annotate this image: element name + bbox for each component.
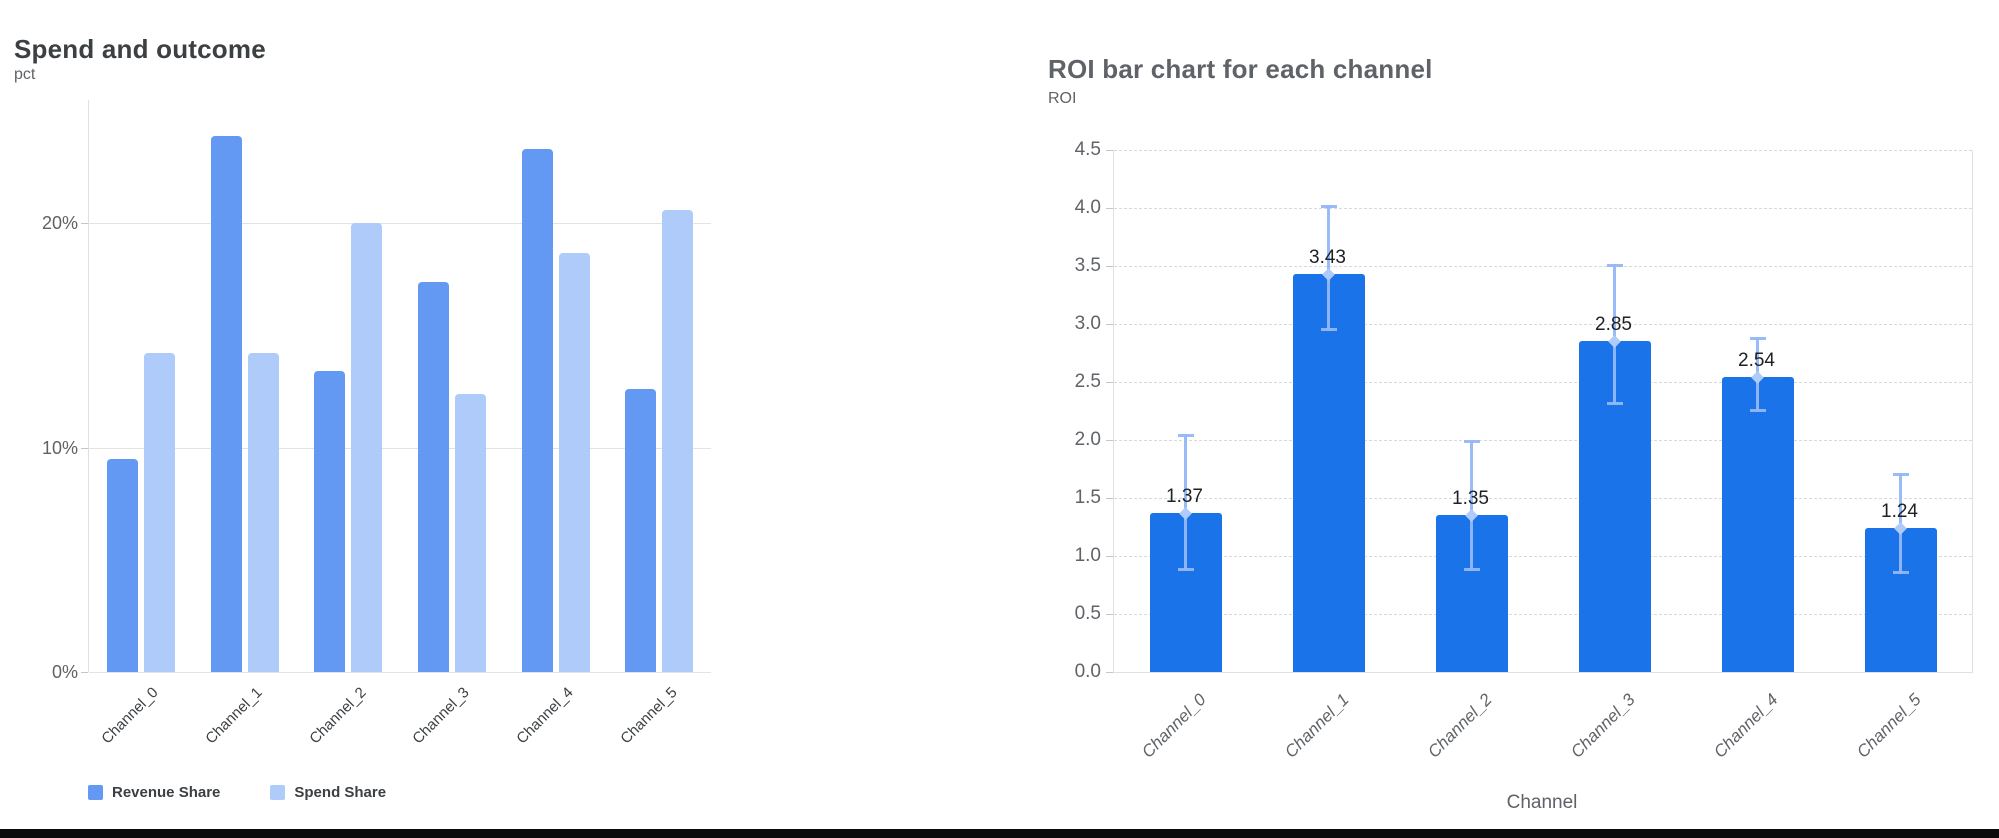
error-bar-cap-top-channel_4 <box>1749 336 1766 340</box>
gridline-3.5 <box>1114 266 1972 267</box>
error-bar-line-channel_0 <box>1184 435 1187 570</box>
error-bar-cap-bottom-channel_5 <box>1892 571 1909 575</box>
error-bar-cap-top-channel_5 <box>1892 472 1909 476</box>
bar-revenue-share-channel_1[interactable] <box>210 135 242 672</box>
legend-label-revenue-share: Revenue Share <box>112 784 221 801</box>
gridline-0.5 <box>1114 614 1972 615</box>
roi-title: ROI bar chart for each channel <box>1048 53 1433 84</box>
gridline-4.5 <box>1114 150 1972 151</box>
error-bar-cap-bottom-channel_1 <box>1320 327 1337 331</box>
gridline-20% <box>89 223 711 225</box>
legend-item-revenue-share[interactable]: Revenue Share <box>88 784 220 801</box>
y-tick-label-2.5: 2.5 <box>1074 371 1101 392</box>
y-tickmark-4.0 <box>1106 208 1113 209</box>
y-tick-label-1.5: 1.5 <box>1074 487 1101 508</box>
y-tickmark-0.0 <box>1106 672 1113 673</box>
bar-revenue-share-channel_3[interactable] <box>418 281 449 672</box>
bar-roi-channel_1[interactable] <box>1292 274 1365 672</box>
gridline-2.0 <box>1114 440 1972 441</box>
y-tick-label-1.0: 1.0 <box>1074 545 1101 566</box>
y-tick-label-0.5: 0.5 <box>1074 603 1101 624</box>
y-tick-label-2.0: 2.0 <box>1074 429 1101 450</box>
y-tick-label-10%: 10% <box>41 437 78 458</box>
bar-spend-share-channel_5[interactable] <box>662 209 694 672</box>
bar-spend-share-channel_0[interactable] <box>144 353 175 672</box>
legend-swatch-spend-share <box>270 785 286 800</box>
error-bar-cap-top-channel_1 <box>1320 204 1337 208</box>
roi-plot-area <box>1113 150 1973 673</box>
roi-x-axis-title: Channel <box>1506 792 1578 813</box>
value-label-channel_3: 2.85 <box>1595 314 1632 336</box>
y-tickmark-4.5 <box>1106 150 1113 151</box>
bar-spend-share-channel_2[interactable] <box>351 223 383 672</box>
value-label-channel_0: 1.37 <box>1166 486 1203 508</box>
bar-revenue-share-channel_2[interactable] <box>314 371 346 672</box>
value-label-channel_1: 3.43 <box>1309 247 1346 269</box>
y-tick-label-4.0: 4.0 <box>1074 197 1101 218</box>
window-bottom-border <box>0 829 1999 838</box>
y-tickmark-0.5 <box>1106 614 1113 615</box>
y-tick-label-20%: 20% <box>41 213 78 234</box>
error-bar-line-channel_3 <box>1613 264 1616 405</box>
bar-spend-share-channel_1[interactable] <box>247 353 279 672</box>
y-tickmark-3.0 <box>1106 324 1113 325</box>
spend-outcome-plot-area <box>88 100 711 673</box>
error-bar-cap-top-channel_3 <box>1606 263 1623 267</box>
bar-spend-share-channel_3[interactable] <box>455 393 486 672</box>
legend-label-spend-share: Spend Share <box>294 784 387 801</box>
gridline-0% <box>89 672 711 673</box>
bar-revenue-share-channel_0[interactable] <box>107 458 138 672</box>
bar-revenue-share-channel_5[interactable] <box>625 389 657 672</box>
value-label-channel_4: 2.54 <box>1738 350 1775 372</box>
gridline-4.0 <box>1114 208 1972 209</box>
bar-revenue-share-channel_4[interactable] <box>521 149 553 672</box>
error-bar-cap-top-channel_0 <box>1177 434 1194 438</box>
y-tick-label-0%: 0% <box>51 662 78 682</box>
error-bar-line-channel_1 <box>1327 205 1330 330</box>
y-tick-label-4.5: 4.5 <box>1074 139 1101 160</box>
spend-outcome-legend: Revenue Share Spend Share <box>88 784 386 801</box>
y-tickmark-2.0 <box>1106 440 1113 441</box>
error-bar-cap-bottom-channel_4 <box>1749 409 1766 412</box>
y-tickmark-1.0 <box>1106 556 1113 557</box>
spend-outcome-y-unit: pct <box>14 66 36 83</box>
gridline-1.0 <box>1114 556 1972 557</box>
y-tickmark-0% <box>81 672 88 673</box>
y-tick-label-3.0: 3.0 <box>1074 313 1101 334</box>
gridline-3.0 <box>1114 324 1972 325</box>
roi-y-unit: ROI <box>1048 90 1077 107</box>
spend-outcome-title: Spend and outcome <box>14 33 266 64</box>
y-tickmark-1.5 <box>1106 498 1113 499</box>
legend-item-spend-share[interactable]: Spend Share <box>270 784 386 801</box>
error-bar-cap-bottom-channel_3 <box>1606 402 1623 406</box>
y-tickmark-20% <box>81 223 88 225</box>
y-tickmark-10% <box>81 447 88 449</box>
gridline-2.5 <box>1114 382 1972 383</box>
bar-roi-channel_4[interactable] <box>1721 377 1794 672</box>
y-tick-label-0.0: 0.0 <box>1074 661 1101 682</box>
y-tick-label-3.5: 3.5 <box>1074 255 1101 276</box>
value-label-channel_2: 1.35 <box>1452 488 1489 510</box>
y-tickmark-3.5 <box>1106 266 1113 267</box>
y-tickmark-2.5 <box>1106 382 1113 383</box>
gridline-10% <box>89 447 711 449</box>
value-label-channel_5: 1.24 <box>1881 501 1918 523</box>
error-bar-cap-bottom-channel_0 <box>1177 567 1194 571</box>
gridline-1.5 <box>1114 498 1972 499</box>
legend-swatch-revenue-share <box>88 785 103 800</box>
error-bar-cap-bottom-channel_2 <box>1463 567 1480 571</box>
bar-spend-share-channel_4[interactable] <box>558 252 590 672</box>
error-bar-cap-top-channel_2 <box>1463 440 1480 444</box>
error-bar-line-channel_2 <box>1470 441 1473 570</box>
